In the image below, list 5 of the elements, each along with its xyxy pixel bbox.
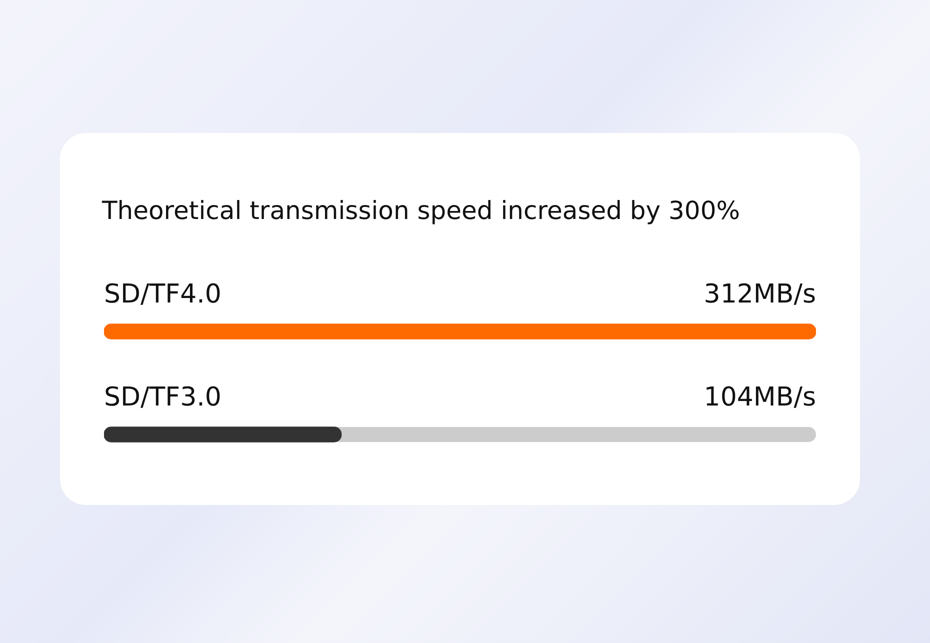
chart-title: Theoretical transmission speed increased by 300% xyxy=(102,196,740,225)
y-tick-label: SD/TF3.0 xyxy=(104,382,222,412)
y-tick-label: SD/TF4.0 xyxy=(104,279,222,310)
data-label: 104MB/s xyxy=(704,382,816,412)
data-label: 312MB/s xyxy=(704,279,816,310)
